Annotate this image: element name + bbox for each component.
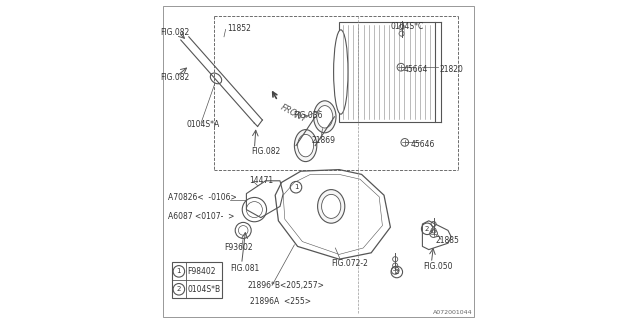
Text: FIG.082: FIG.082 <box>251 147 280 156</box>
Ellipse shape <box>298 134 314 157</box>
Text: 14471: 14471 <box>249 176 273 185</box>
Text: 0104S*C: 0104S*C <box>390 22 424 31</box>
Text: FIG.036: FIG.036 <box>292 111 323 120</box>
Ellipse shape <box>314 101 336 133</box>
Text: F98402: F98402 <box>188 267 216 276</box>
Bar <box>339 22 435 122</box>
Text: 21869: 21869 <box>311 136 335 145</box>
Bar <box>172 262 222 298</box>
Ellipse shape <box>317 106 333 128</box>
Text: FIG.082: FIG.082 <box>161 28 190 37</box>
Text: 2: 2 <box>425 226 429 232</box>
Text: 1: 1 <box>177 268 181 274</box>
Text: 21820: 21820 <box>439 65 463 74</box>
Text: F93602: F93602 <box>224 243 253 252</box>
Text: A6087 <0107-  >: A6087 <0107- > <box>168 212 234 221</box>
Text: FRONT: FRONT <box>278 102 308 124</box>
Ellipse shape <box>294 130 317 162</box>
Text: 2: 2 <box>395 269 399 275</box>
Text: FIG.081: FIG.081 <box>230 264 259 273</box>
Text: 1: 1 <box>294 184 298 190</box>
Text: 21885: 21885 <box>436 236 460 245</box>
Text: 2: 2 <box>177 286 181 292</box>
Text: 45664: 45664 <box>404 65 428 74</box>
Text: 0104S*A: 0104S*A <box>187 120 220 129</box>
Text: FIG.050: FIG.050 <box>423 262 452 271</box>
Text: A072001044: A072001044 <box>433 310 472 316</box>
Text: FIG.082: FIG.082 <box>161 73 190 82</box>
Text: 0104S*B: 0104S*B <box>188 285 221 294</box>
Text: 21896*B<205,257>: 21896*B<205,257> <box>248 281 325 290</box>
Text: 11852: 11852 <box>227 24 251 33</box>
Ellipse shape <box>333 30 348 114</box>
Text: 21896A  <255>: 21896A <255> <box>250 297 311 306</box>
Text: FIG.072-2: FIG.072-2 <box>332 259 368 268</box>
Ellipse shape <box>322 195 341 219</box>
Text: A70826<  -0106>: A70826< -0106> <box>168 193 237 202</box>
Text: 45646: 45646 <box>410 140 435 149</box>
Ellipse shape <box>317 189 345 223</box>
